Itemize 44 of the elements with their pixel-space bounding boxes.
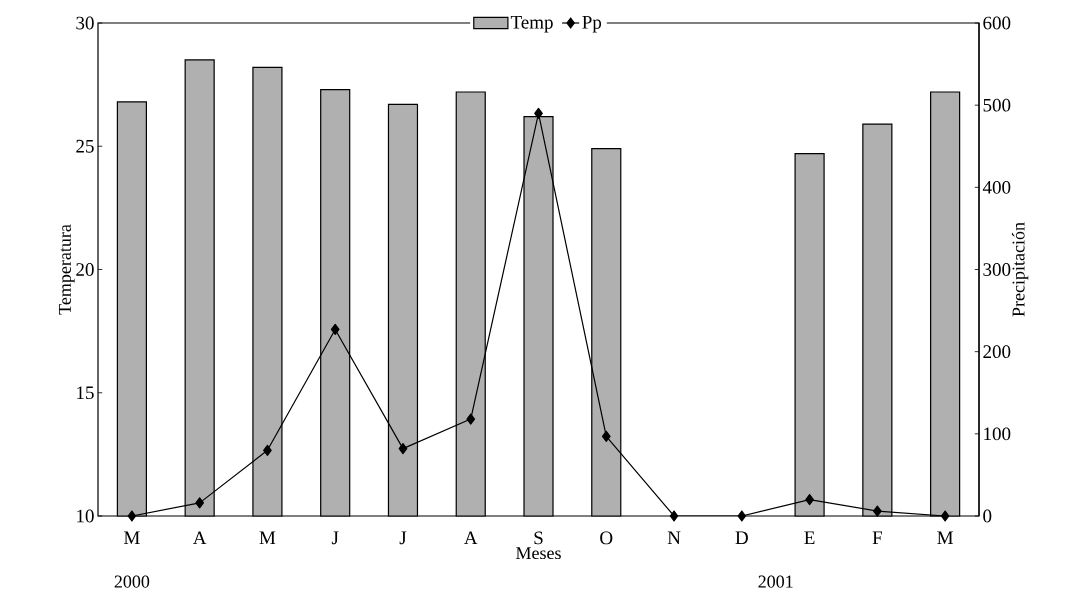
point — [669, 510, 679, 522]
legend-label: Temp — [510, 16, 553, 33]
point — [737, 510, 747, 522]
x-axis-title: Meses — [516, 547, 561, 560]
x-tick-label: M — [937, 531, 954, 544]
x-tick-label: S — [534, 531, 543, 545]
x-tick-label: M — [259, 531, 276, 544]
x-tick-label: O — [600, 531, 613, 545]
point — [398, 443, 408, 455]
point — [330, 323, 340, 336]
y2-tick-label: 0 — [983, 509, 992, 523]
y2-tick-label: 600 — [983, 16, 1011, 30]
point — [873, 505, 882, 517]
x-tick-label: D — [735, 531, 748, 545]
x-tick-label: A — [192, 531, 207, 545]
point — [127, 510, 137, 522]
y2-tick-label: 200 — [983, 345, 1011, 359]
y2-tick-label: 400 — [982, 180, 1011, 194]
legend-label: Pp — [582, 16, 602, 33]
y2-axis-title: Precipitación — [1011, 222, 1029, 317]
point — [940, 510, 950, 522]
y2-tick-label: 100 — [984, 427, 1011, 441]
x-tick-label: F — [872, 531, 882, 544]
point — [534, 107, 543, 119]
x-tick-label: A — [464, 531, 478, 545]
point — [263, 444, 272, 456]
y-tick-label: 10 — [77, 509, 94, 523]
y-tick-label: 25 — [76, 139, 94, 153]
x-tick-label: J — [331, 531, 339, 545]
point — [466, 413, 476, 425]
x-tick-label: J — [399, 531, 407, 545]
y-tick-label: 15 — [77, 386, 94, 400]
y-tick-label: 20 — [76, 263, 94, 276]
point — [195, 497, 205, 509]
y2-tick-label: 500 — [983, 98, 1011, 112]
y-axis-title: Temperatura — [58, 224, 75, 315]
text: 2000 — [114, 575, 150, 588]
x-tick-label: N — [667, 531, 681, 544]
x-tick-label: E — [804, 531, 815, 544]
text: 2001 — [758, 575, 793, 588]
y-tick-label: 30 — [76, 16, 94, 30]
point — [601, 430, 611, 442]
y2-tick-label: 300 — [983, 263, 1011, 276]
x-tick-label: M — [123, 531, 140, 544]
